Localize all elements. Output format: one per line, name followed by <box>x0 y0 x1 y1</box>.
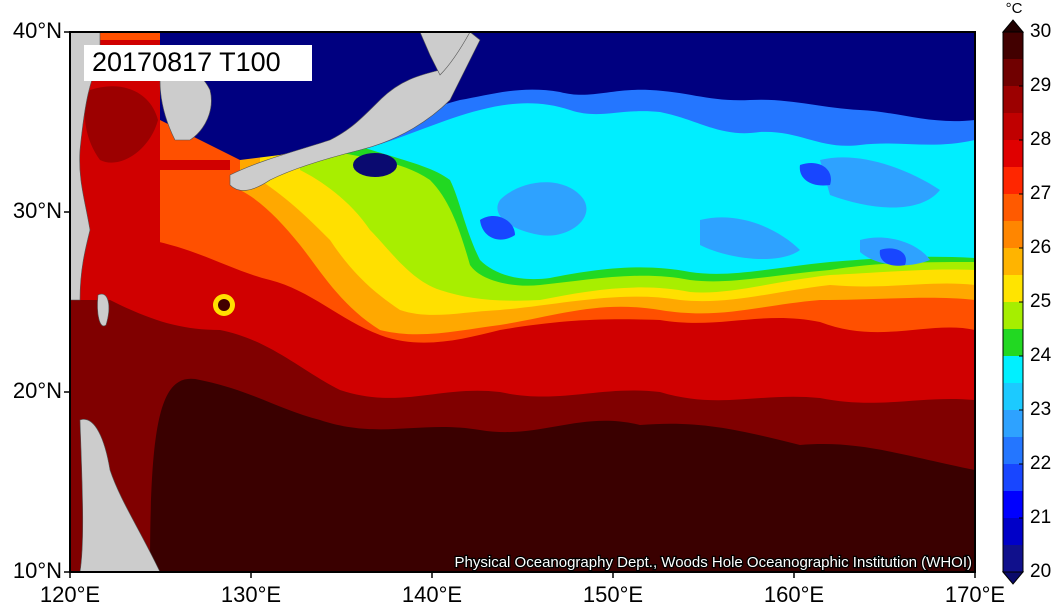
colorbar-bin <box>1003 329 1023 356</box>
y-tick-label: 20°N <box>13 378 62 403</box>
colorbar-bin <box>1003 59 1023 86</box>
colorbar-bin <box>1003 464 1023 491</box>
colorbar-label: 29 <box>1030 75 1051 96</box>
title-box <box>84 45 312 81</box>
colorbar-max-arrow <box>1001 19 1025 33</box>
x-tick-label: 120°E <box>40 582 100 607</box>
colorbar-bin <box>1003 32 1023 59</box>
colorbar-label: 24 <box>1030 345 1052 366</box>
colorbar-bin <box>1003 491 1023 518</box>
x-tick-label: 140°E <box>402 582 462 607</box>
colorbar-label: 27 <box>1030 183 1051 204</box>
colorbar-bin <box>1003 356 1023 383</box>
colorbar-label: 28 <box>1030 129 1051 150</box>
colorbar-unit: °C <box>1006 0 1023 17</box>
temperature-field <box>70 32 975 572</box>
colorbar-bin <box>1003 86 1023 113</box>
colorbar-label: 20 <box>1030 561 1051 582</box>
colorbar-label: 22 <box>1030 453 1051 474</box>
colorbar-bin <box>1003 437 1023 464</box>
colorbar-bin <box>1003 410 1023 437</box>
colorbar-bin <box>1003 518 1023 545</box>
y-tick-label: 40°N <box>13 18 62 43</box>
colorbar-bin <box>1003 140 1023 167</box>
colorbar-min-arrow <box>1001 571 1025 585</box>
credit: Physical Oceanography Dept., Woods Hole … <box>455 554 972 571</box>
colorbar-label: 25 <box>1030 291 1051 312</box>
colorbar-label: 21 <box>1030 507 1051 528</box>
y-tick-label: 10°N <box>13 558 62 583</box>
colorbar-bin <box>1003 194 1023 221</box>
x-tick-label: 170°E <box>945 582 1005 607</box>
colorbar-bin <box>1003 275 1023 302</box>
colorbar-label: 26 <box>1030 237 1051 258</box>
colorbar-label: 30 <box>1030 21 1051 42</box>
colorbar-bin <box>1003 167 1023 194</box>
map-title: 20170817 T100 <box>92 47 281 77</box>
colorbar-bin <box>1003 248 1023 275</box>
x-tick-label: 160°E <box>764 582 824 607</box>
colorbar-bin <box>1003 221 1023 248</box>
map-frame <box>69 31 976 573</box>
colorbar-bin <box>1003 302 1023 329</box>
colorbar-bin <box>1003 383 1023 410</box>
x-tick-label: 130°E <box>221 582 281 607</box>
colorbar-bin <box>1003 545 1023 572</box>
colorbar-label: 23 <box>1030 399 1051 420</box>
colorbar-bin <box>1003 113 1023 140</box>
x-tick-label: 150°E <box>583 582 643 607</box>
y-tick-label: 30°N <box>13 198 62 223</box>
